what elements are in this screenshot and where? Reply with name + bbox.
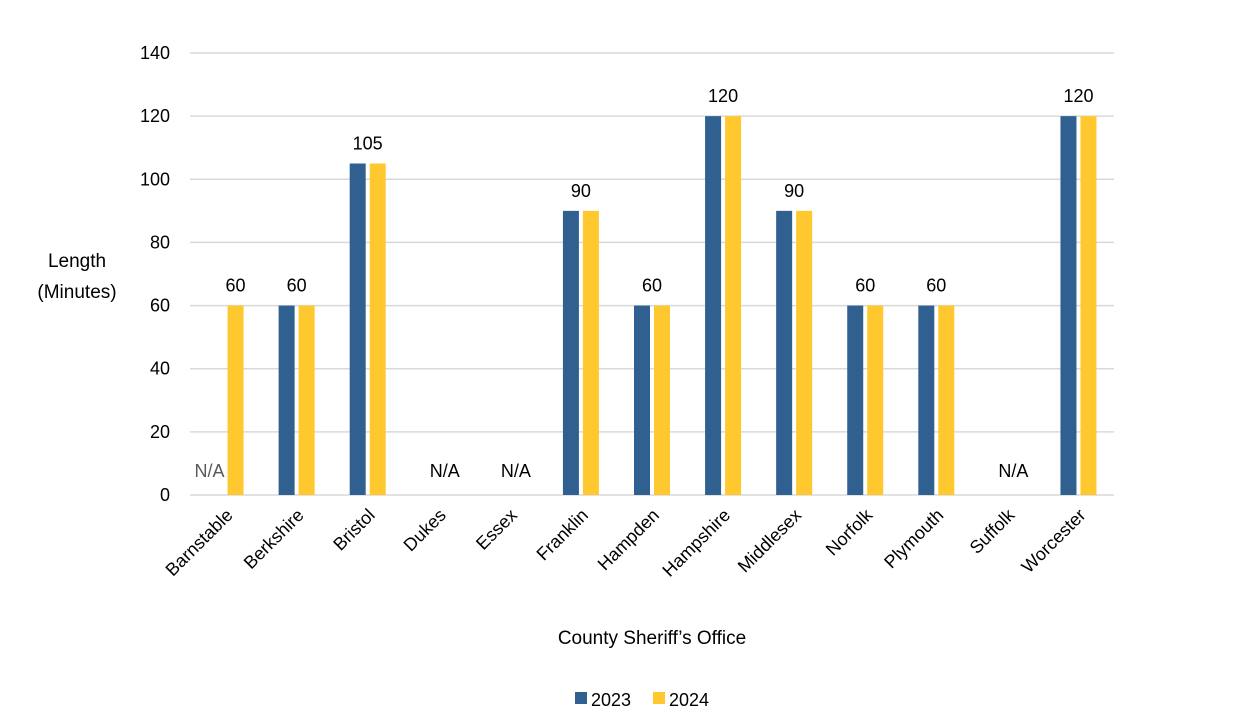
bar-2023-worcester [1060,116,1077,496]
x-tick-label: Hampden [594,505,663,574]
bar-2023-bristol [349,163,366,495]
y-tick-label: 140 [140,43,170,63]
legend-swatch-2023 [575,692,587,704]
data-label-na: N/A [501,461,531,481]
data-label: 60 [287,276,307,296]
data-label-na: N/A [430,461,460,481]
y-tick-label: 120 [140,106,170,126]
y-tick-label: 0 [160,485,170,505]
bar-2023-hampden [634,305,650,495]
legend-swatch-2024 [653,692,665,704]
x-tick-label: Dukes [400,505,450,555]
y-tick-label: 100 [140,169,170,189]
data-label-na: N/A [998,461,1028,481]
bar-2024-middlesex [796,210,813,495]
bar-2024-franklin [582,210,599,495]
y-tick-label: 60 [150,296,170,316]
bar-2023-middlesex [776,210,793,495]
bar-2023-norfolk [847,305,864,495]
x-tick-label: Norfolk [822,504,877,559]
bar-2024-plymouth [938,305,955,495]
bar-2024-hampden [654,305,670,495]
x-tick-label: Franklin [533,505,592,564]
data-label: 90 [784,181,804,201]
gridlines [190,52,1114,496]
data-label: 60 [926,276,946,296]
bar-2024-worcester [1080,116,1097,496]
data-label: 60 [855,276,875,296]
x-axis-label: County Sheriff’s Office [558,628,746,649]
x-tick-label: Plymouth [880,505,947,572]
data-label-na-barnstable-2023: N/A [195,461,225,481]
bar-2023-hampshire [705,116,722,496]
data-label: 90 [571,181,591,201]
bar-2023-berkshire [278,305,295,495]
x-tick-label: Middlesex [734,505,805,576]
data-labels: 60 60 105 N/A N/A 90 60 120 90 60 60 N/A 120 N/A [195,86,1094,481]
bar-2024-barnstable [227,305,244,495]
x-tick-label: Worcester [1018,505,1090,577]
x-axis-ticks: Barnstable Berkshire Bristol Dukes Essex Fran… [162,504,1090,580]
legend: 2023 2024 [575,690,709,710]
legend-label-2024: 2024 [669,690,709,710]
y-tick-label: 80 [150,232,170,252]
x-tick-label: Bristol [329,505,379,555]
data-label: 105 [353,134,383,154]
bar-2024-hampshire [725,116,742,496]
y-axis-label-line2: (Minutes) [37,282,116,303]
legend-label-2023: 2023 [591,690,631,710]
bar-2024-berkshire [298,305,315,495]
x-tick-label: Berkshire [240,505,308,573]
x-tick-label: Barnstable [162,505,237,580]
x-tick-label: Hampshire [658,505,734,581]
y-tick-label: 40 [150,359,170,379]
data-label: 60 [642,276,662,296]
x-tick-label: Suffolk [966,504,1020,558]
data-label: 120 [708,86,738,106]
y-axis-label-line1: Length [48,251,106,272]
bar-2024-norfolk [867,305,884,495]
data-label: 60 [226,276,246,296]
y-axis-ticks: 0 20 40 60 80 100 120 140 [140,43,170,505]
data-label: 120 [1063,86,1093,106]
x-tick-label: Essex [472,505,521,554]
bar-2023-plymouth [918,305,935,495]
bar-2024-bristol [369,163,386,495]
y-tick-label: 20 [150,422,170,442]
bars [227,116,1097,496]
bar-2023-franklin [562,210,579,495]
